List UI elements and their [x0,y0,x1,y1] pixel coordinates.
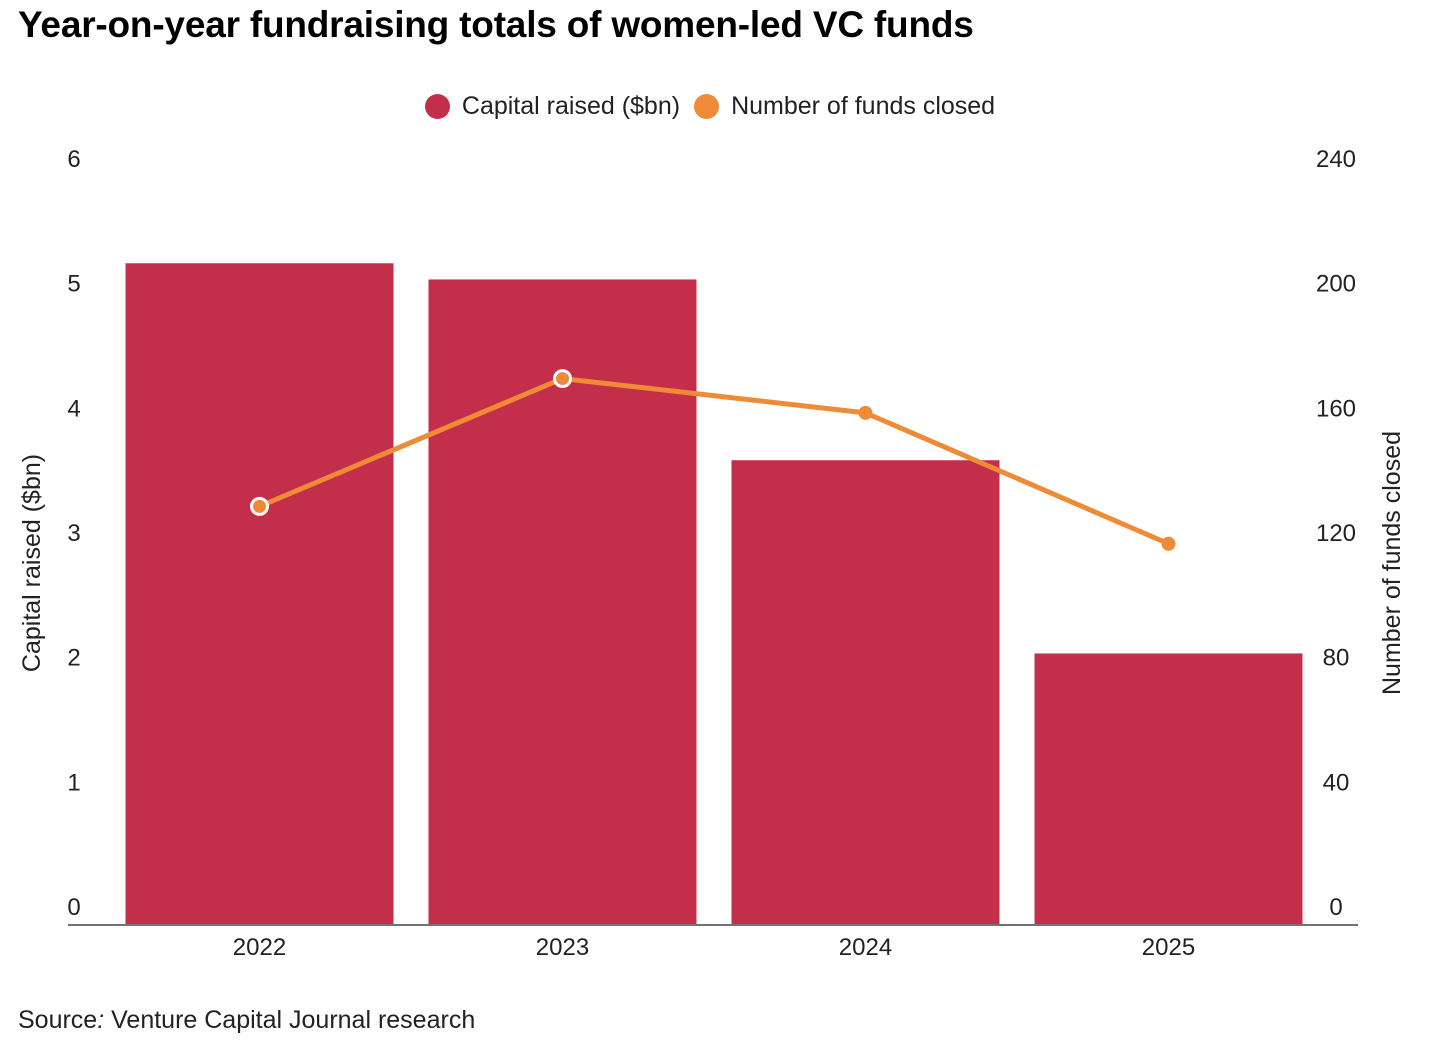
point-2025 [1161,536,1176,551]
y-tick-label-left: 4 [67,395,80,422]
funds-line [258,376,1170,547]
y-axis-label-right: Number of funds closed [1378,431,1406,695]
y-tick-label-right: 200 [1316,271,1356,298]
point-2023 [553,369,572,389]
bar-2022 [125,263,394,924]
y-tick-label-right: 80 [1323,645,1350,672]
y-tick-label-left: 5 [67,271,80,298]
source-colon: : [97,1006,105,1034]
bar-2025 [1034,653,1303,924]
y-tick-label-left: 3 [67,520,80,547]
x-tick-label: 2023 [536,934,589,961]
point-2024 [858,405,873,420]
legend: Capital raised ($bn) Number of funds clo… [0,88,1434,124]
legend-item-funds: Number of funds closed [694,92,995,121]
bar-2024 [731,460,1000,924]
x-tick-label: 2022 [233,934,286,961]
source-text: Venture Capital Journal research [104,1006,476,1034]
y-tick-label-left: 0 [67,894,80,921]
legend-swatch-funds [694,93,720,119]
y-tick-label-left: 2 [67,645,80,672]
x-tick-label: 2025 [1142,934,1195,961]
source-note: Source: Venture Capital Journal research [18,1006,475,1035]
line-series [250,369,1176,551]
y-tick-label-right: 240 [1316,146,1356,173]
point-2022 [250,496,269,516]
y-tick-label-right: 40 [1323,769,1350,796]
combo-chart: 2022 2023 2024 2025 0 1 2 3 4 5 6 0 40 80 120 160 200 240… [18,146,1406,961]
bar-series [125,263,1303,924]
legend-swatch-capital [424,93,450,119]
y-tick-label-right: 120 [1316,520,1356,547]
source-label: Source [18,1006,98,1034]
y-tick-label-right: 0 [1329,894,1342,921]
axes: 2022 2023 2024 2025 0 1 2 3 4 5 6 0 40 80 120 160 200 240 [67,146,1358,961]
chart-title: Year-on-year fundraising totals of women… [18,4,974,45]
x-tick-label: 2024 [839,934,892,961]
y-tick-label-right: 160 [1316,395,1356,422]
y-tick-label-left: 6 [67,146,80,173]
legend-item-capital: Capital raised ($bn) [424,91,681,121]
legend-label-funds: Number of funds closed [731,91,996,120]
y-tick-label-left: 1 [67,769,80,796]
y-axis-label-left: Capital raised ($bn) [18,454,46,672]
legend-label-capital: Capital raised ($bn) [461,91,681,120]
